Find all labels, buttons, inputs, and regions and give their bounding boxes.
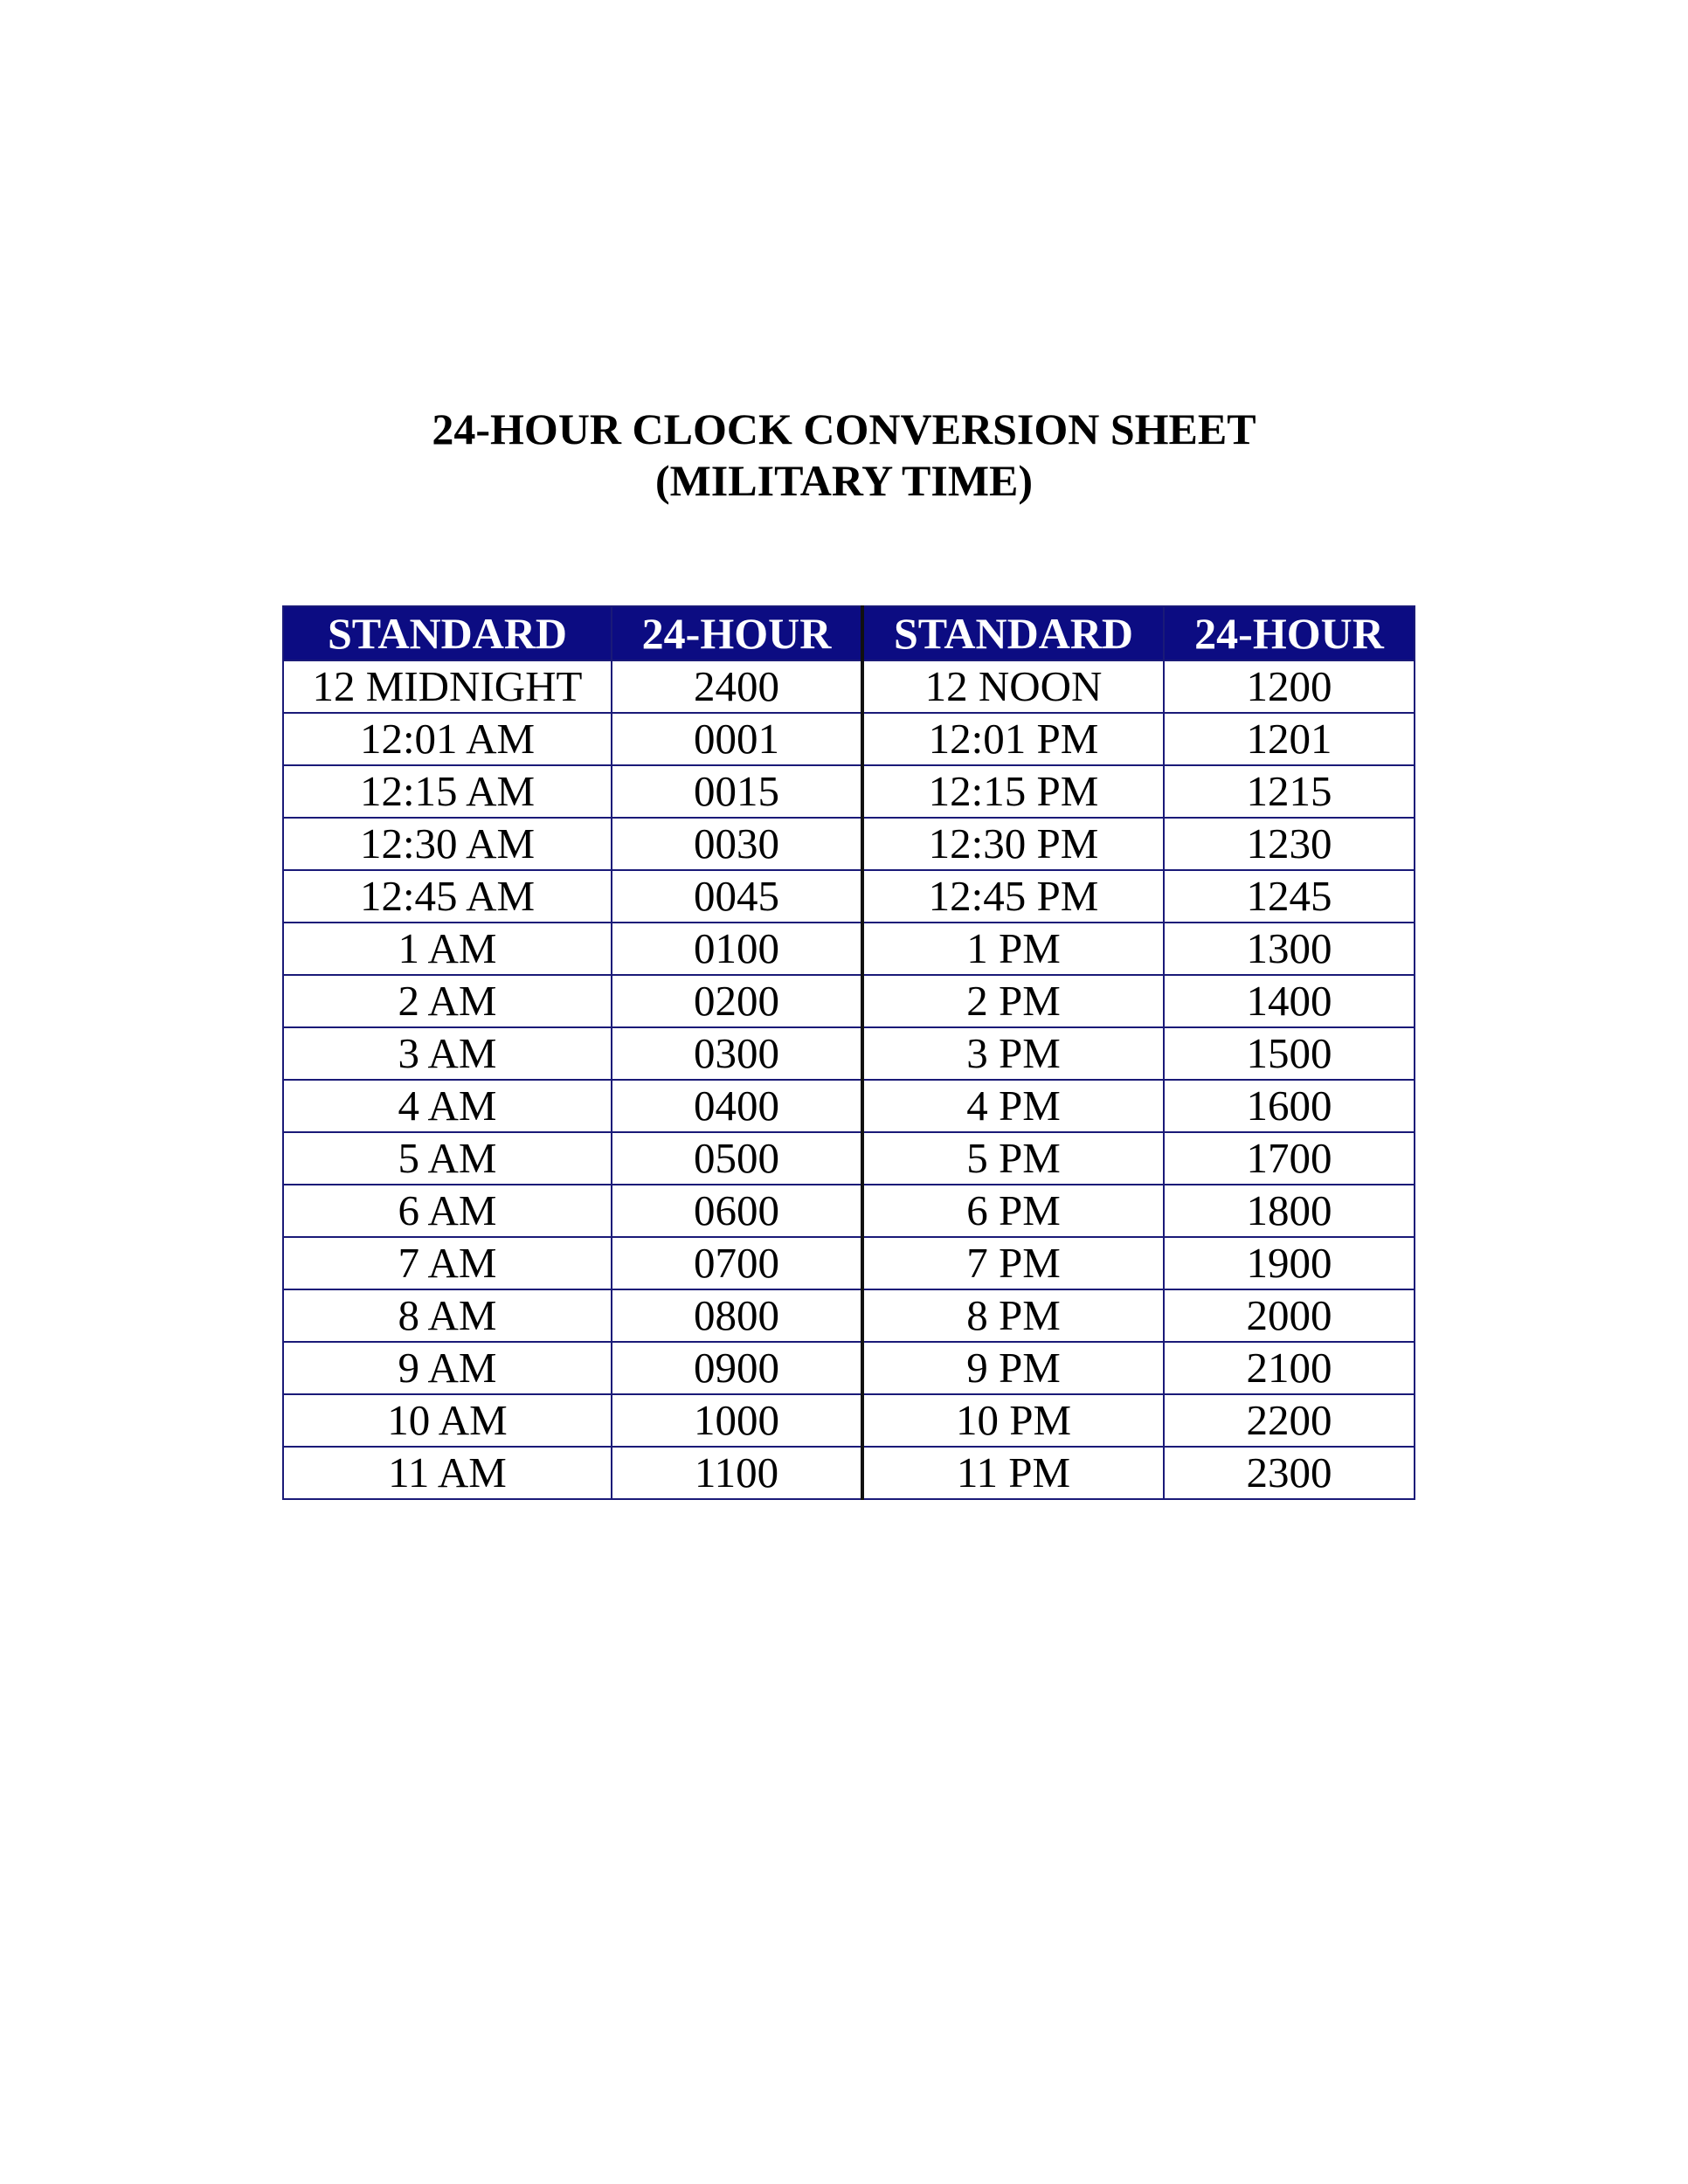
pm-24-hour-cell: 1200 (1163, 660, 1415, 714)
pm-standard-cell: 12 NOON (861, 660, 1165, 714)
pm-24-hour-cell: 1800 (1163, 1184, 1415, 1238)
table-row: 3 AM 0300 3 PM 1500 (282, 1026, 1415, 1081)
am-24-hour-cell: 1100 (611, 1446, 864, 1500)
am-24-hour-cell: 0400 (611, 1079, 864, 1133)
pm-24-hour-cell: 2300 (1163, 1446, 1415, 1500)
page-title: 24-HOUR CLOCK CONVERSION SHEET (432, 404, 1256, 453)
am-standard-cell: 5 AM (282, 1131, 612, 1185)
pm-standard-cell: 12:45 PM (861, 869, 1165, 923)
am-24-hour-cell: 0900 (611, 1341, 864, 1395)
pm-24-hour-cell: 1600 (1163, 1079, 1415, 1133)
table-row: 10 AM 1000 10 PM 2200 (282, 1393, 1415, 1448)
pm-standard-cell: 1 PM (861, 922, 1165, 976)
pm-standard-cell: 2 PM (861, 974, 1165, 1028)
am-standard-cell: 1 AM (282, 922, 612, 976)
am-standard-cell: 6 AM (282, 1184, 612, 1238)
pm-standard-cell: 7 PM (861, 1236, 1165, 1290)
am-24-hour-cell: 0030 (611, 817, 864, 871)
table-row: 4 AM 0400 4 PM 1600 (282, 1079, 1415, 1133)
pm-24-hour-cell: 1215 (1163, 764, 1415, 819)
am-standard-cell: 10 AM (282, 1393, 612, 1448)
pm-standard-cell: 12:15 PM (861, 764, 1165, 819)
header-24-hour: 24-HOUR (611, 605, 864, 661)
table-row: 5 AM 0500 5 PM 1700 (282, 1131, 1415, 1185)
table-row: 8 AM 0800 8 PM 2000 (282, 1289, 1415, 1343)
pm-24-hour-cell: 1700 (1163, 1131, 1415, 1185)
am-24-hour-cell: 0700 (611, 1236, 864, 1290)
am-standard-cell: 4 AM (282, 1079, 612, 1133)
pm-24-hour-cell: 1230 (1163, 817, 1415, 871)
pm-standard-cell: 3 PM (861, 1026, 1165, 1081)
am-24-hour-cell: 1000 (611, 1393, 864, 1448)
pm-standard-cell: 4 PM (861, 1079, 1165, 1133)
am-standard-cell: 12:15 AM (282, 764, 612, 819)
pm-standard-cell: 9 PM (861, 1341, 1165, 1395)
table-row: 6 AM 0600 6 PM 1800 (282, 1184, 1415, 1238)
am-24-hour-cell: 0300 (611, 1026, 864, 1081)
am-standard-cell: 12 MIDNIGHT (282, 660, 612, 714)
am-standard-cell: 2 AM (282, 974, 612, 1028)
am-standard-cell: 12:01 AM (282, 712, 612, 766)
pm-standard-cell: 12:30 PM (861, 817, 1165, 871)
pm-24-hour-cell: 1201 (1163, 712, 1415, 766)
pm-standard-cell: 6 PM (861, 1184, 1165, 1238)
table-row: 2 AM 0200 2 PM 1400 (282, 974, 1415, 1028)
pm-standard-cell: 12:01 PM (861, 712, 1165, 766)
am-24-hour-cell: 0600 (611, 1184, 864, 1238)
am-24-hour-cell: 0500 (611, 1131, 864, 1185)
table-row: 12:30 AM 0030 12:30 PM 1230 (282, 817, 1415, 871)
header-row: STANDARD 24-HOUR STANDARD 24-HOUR (282, 605, 1415, 661)
am-standard-cell: 12:45 AM (282, 869, 612, 923)
table-row: 12:01 AM 0001 12:01 PM 1201 (282, 712, 1415, 766)
am-24-hour-cell: 0800 (611, 1289, 864, 1343)
pm-24-hour-cell: 1400 (1163, 974, 1415, 1028)
am-standard-cell: 7 AM (282, 1236, 612, 1290)
header-standard: STANDARD (861, 605, 1165, 661)
am-24-hour-cell: 0001 (611, 712, 864, 766)
am-24-hour-cell: 0200 (611, 974, 864, 1028)
am-standard-cell: 11 AM (282, 1446, 612, 1500)
table-row: 7 AM 0700 7 PM 1900 (282, 1236, 1415, 1290)
pm-24-hour-cell: 2200 (1163, 1393, 1415, 1448)
am-24-hour-cell: 2400 (611, 660, 864, 714)
am-standard-cell: 12:30 AM (282, 817, 612, 871)
am-24-hour-cell: 0015 (611, 764, 864, 819)
am-standard-cell: 3 AM (282, 1026, 612, 1081)
header-24-hour: 24-HOUR (1163, 605, 1415, 661)
conversion-table: STANDARD 24-HOUR STANDARD 24-HOUR 12 MID… (282, 605, 1415, 1500)
pm-24-hour-cell: 2100 (1163, 1341, 1415, 1395)
pm-24-hour-cell: 1900 (1163, 1236, 1415, 1290)
table-row: 12:45 AM 0045 12:45 PM 1245 (282, 869, 1415, 923)
pm-24-hour-cell: 1245 (1163, 869, 1415, 923)
header-standard: STANDARD (282, 605, 612, 661)
table-row: 9 AM 0900 9 PM 2100 (282, 1341, 1415, 1395)
pm-24-hour-cell: 1500 (1163, 1026, 1415, 1081)
am-standard-cell: 8 AM (282, 1289, 612, 1343)
am-24-hour-cell: 0045 (611, 869, 864, 923)
table-row: 12 MIDNIGHT 2400 12 NOON 1200 (282, 660, 1415, 714)
pm-standard-cell: 10 PM (861, 1393, 1165, 1448)
pm-24-hour-cell: 1300 (1163, 922, 1415, 976)
pm-standard-cell: 11 PM (861, 1446, 1165, 1500)
page-subtitle: (MILITARY TIME) (654, 456, 1034, 505)
pm-24-hour-cell: 2000 (1163, 1289, 1415, 1343)
pm-standard-cell: 5 PM (861, 1131, 1165, 1185)
table-row: 11 AM 1100 11 PM 2300 (282, 1446, 1415, 1500)
table-row: 1 AM 0100 1 PM 1300 (282, 922, 1415, 976)
table-row: 12:15 AM 0015 12:15 PM 1215 (282, 764, 1415, 819)
pm-standard-cell: 8 PM (861, 1289, 1165, 1343)
am-24-hour-cell: 0100 (611, 922, 864, 976)
am-standard-cell: 9 AM (282, 1341, 612, 1395)
